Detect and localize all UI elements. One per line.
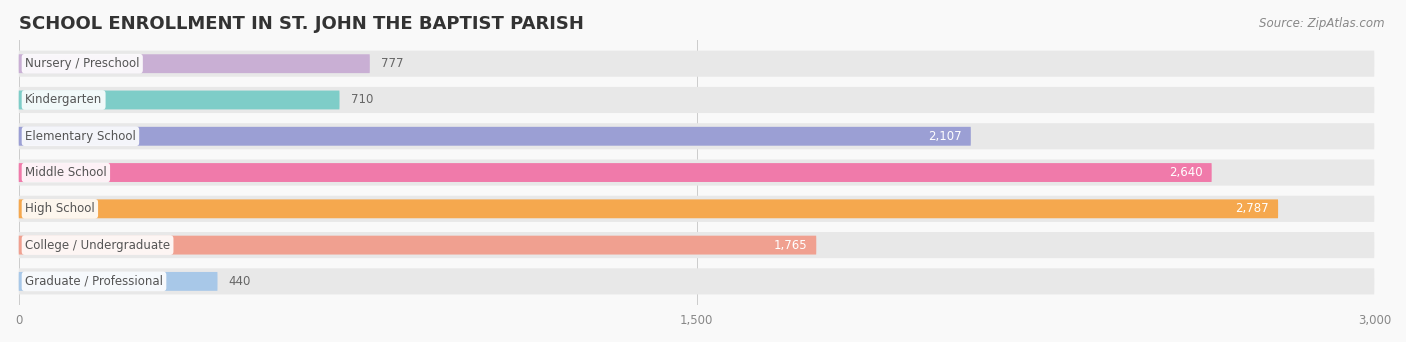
FancyBboxPatch shape [18, 123, 1375, 149]
FancyBboxPatch shape [18, 51, 1375, 77]
Text: 1,765: 1,765 [773, 239, 807, 252]
Text: High School: High School [25, 202, 94, 215]
Text: 710: 710 [352, 93, 373, 106]
FancyBboxPatch shape [18, 159, 1375, 186]
FancyBboxPatch shape [18, 268, 1375, 294]
FancyBboxPatch shape [18, 272, 218, 291]
Text: College / Undergraduate: College / Undergraduate [25, 239, 170, 252]
FancyBboxPatch shape [18, 196, 1375, 222]
Text: 2,787: 2,787 [1236, 202, 1270, 215]
FancyBboxPatch shape [18, 127, 970, 146]
FancyBboxPatch shape [18, 236, 817, 254]
FancyBboxPatch shape [18, 91, 339, 109]
FancyBboxPatch shape [18, 163, 1212, 182]
Text: 2,640: 2,640 [1168, 166, 1202, 179]
Text: Kindergarten: Kindergarten [25, 93, 103, 106]
Text: Elementary School: Elementary School [25, 130, 136, 143]
Text: 2,107: 2,107 [928, 130, 962, 143]
Text: Graduate / Professional: Graduate / Professional [25, 275, 163, 288]
Text: Source: ZipAtlas.com: Source: ZipAtlas.com [1260, 17, 1385, 30]
Text: SCHOOL ENROLLMENT IN ST. JOHN THE BAPTIST PARISH: SCHOOL ENROLLMENT IN ST. JOHN THE BAPTIS… [18, 15, 583, 33]
Text: 440: 440 [229, 275, 252, 288]
Text: Nursery / Preschool: Nursery / Preschool [25, 57, 139, 70]
Text: 777: 777 [381, 57, 404, 70]
FancyBboxPatch shape [18, 54, 370, 73]
FancyBboxPatch shape [18, 232, 1375, 258]
Text: Middle School: Middle School [25, 166, 107, 179]
FancyBboxPatch shape [18, 87, 1375, 113]
FancyBboxPatch shape [18, 199, 1278, 218]
